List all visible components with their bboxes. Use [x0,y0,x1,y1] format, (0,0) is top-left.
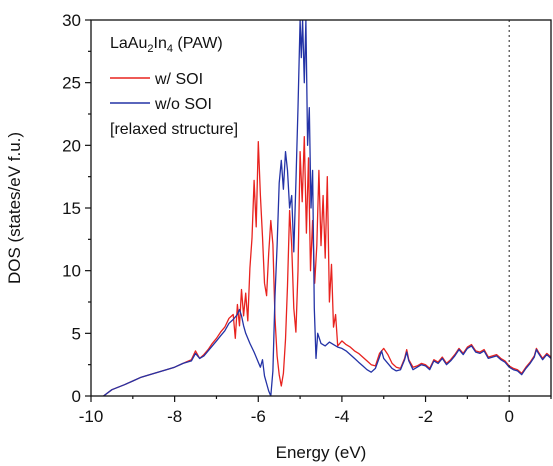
x-tick-label: -6 [251,407,266,426]
legend-note: [relaxed structure] [110,121,238,138]
x-tick-label: -4 [334,407,349,426]
y-tick-label: 20 [62,136,81,155]
x-tick-label: -2 [418,407,433,426]
legend-title: LaAu2In4 (PAW) [110,35,223,55]
y-tick-label: 0 [72,387,81,406]
plot-background [91,20,551,396]
legend-label-wo-soi: w/o SOI [154,96,212,113]
legend-title-sub2: 4 [167,43,173,55]
series-line-0 [103,135,551,396]
legend-label-w-soi: w/ SOI [154,71,203,88]
legend: LaAu2In4 (PAW) w/ SOI w/o SOI [relaxed s… [110,35,238,138]
y-tick-label: 5 [72,324,81,343]
x-tick-label: -8 [167,407,182,426]
legend-title-sub1: 2 [147,43,153,55]
y-tick-label: 25 [62,74,81,93]
x-tick-label: 0 [504,407,513,426]
y-axis-label: DOS (states/eV f.u.) [5,132,24,284]
y-axis-ticks: 0 5 10 15 20 25 30 [62,11,91,406]
legend-title-main: LaAu [110,35,147,52]
series-layer [103,20,551,396]
y-tick-label: 10 [62,262,81,281]
x-axis-ticks: -10 -8 -6 -4 -2 0 [79,396,552,426]
y-tick-label: 15 [62,199,81,218]
series-line-1 [103,20,551,396]
legend-title-mid: In [154,35,167,52]
x-tick-label: -10 [79,407,104,426]
x-axis-label: Energy (eV) [276,443,367,462]
legend-title-end: (PAW) [173,35,223,52]
y-tick-label: 30 [62,11,81,30]
